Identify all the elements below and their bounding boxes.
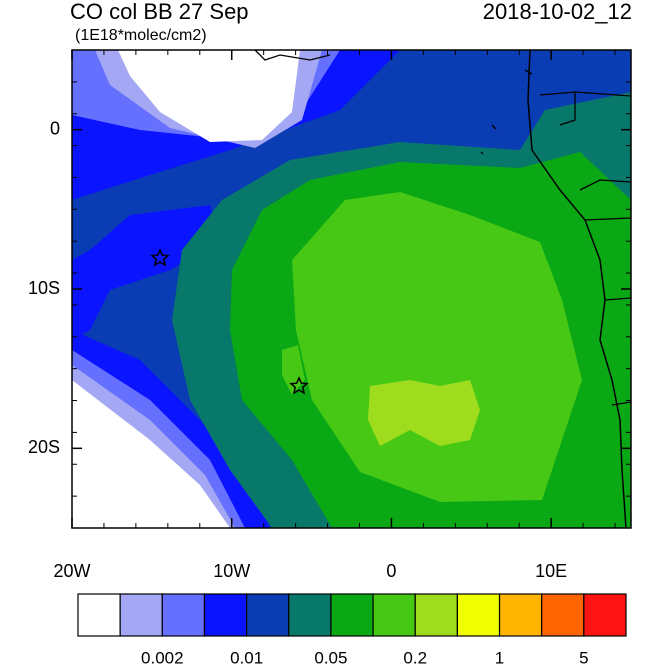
lon-label: 0	[386, 561, 396, 581]
station-marker	[150, 248, 170, 267]
lon-label: 20W	[53, 561, 90, 581]
lat-label: 0	[50, 118, 60, 138]
colorbar-label: 0.01	[230, 648, 263, 667]
colorbar-box	[246, 593, 290, 637]
colorbar-box	[583, 593, 627, 637]
colorbar-box	[288, 593, 332, 637]
station-marker	[289, 376, 309, 395]
colorbar-label: 5	[579, 648, 588, 667]
colorbar-box	[498, 593, 543, 637]
lon-label: 10E	[535, 561, 567, 581]
colorbar-box	[330, 593, 374, 637]
lat-label: 20S	[28, 437, 60, 457]
colorbar-box	[119, 593, 163, 637]
colorbar-box	[203, 593, 248, 637]
colorbar-box	[372, 593, 416, 637]
map-field	[72, 50, 631, 528]
colorbar-box	[456, 593, 501, 637]
units: (1E18*molec/cm2)	[75, 27, 207, 44]
lat-label: 10S	[28, 278, 60, 298]
valid-time: 2018-10-02_12	[483, 0, 632, 24]
colorbar-label: 0.2	[403, 648, 427, 667]
colorbar-box	[77, 593, 121, 637]
colorbar-box	[161, 593, 206, 637]
colorbar-box	[541, 593, 585, 637]
title: CO col BB 27 Sep	[70, 0, 249, 24]
colorbar-label: 1	[495, 648, 504, 667]
colorbar-box	[414, 593, 458, 637]
colorbar-label: 0.002	[141, 648, 184, 667]
colorbar-label: 0.05	[314, 648, 347, 667]
lon-label: 10W	[213, 561, 250, 581]
